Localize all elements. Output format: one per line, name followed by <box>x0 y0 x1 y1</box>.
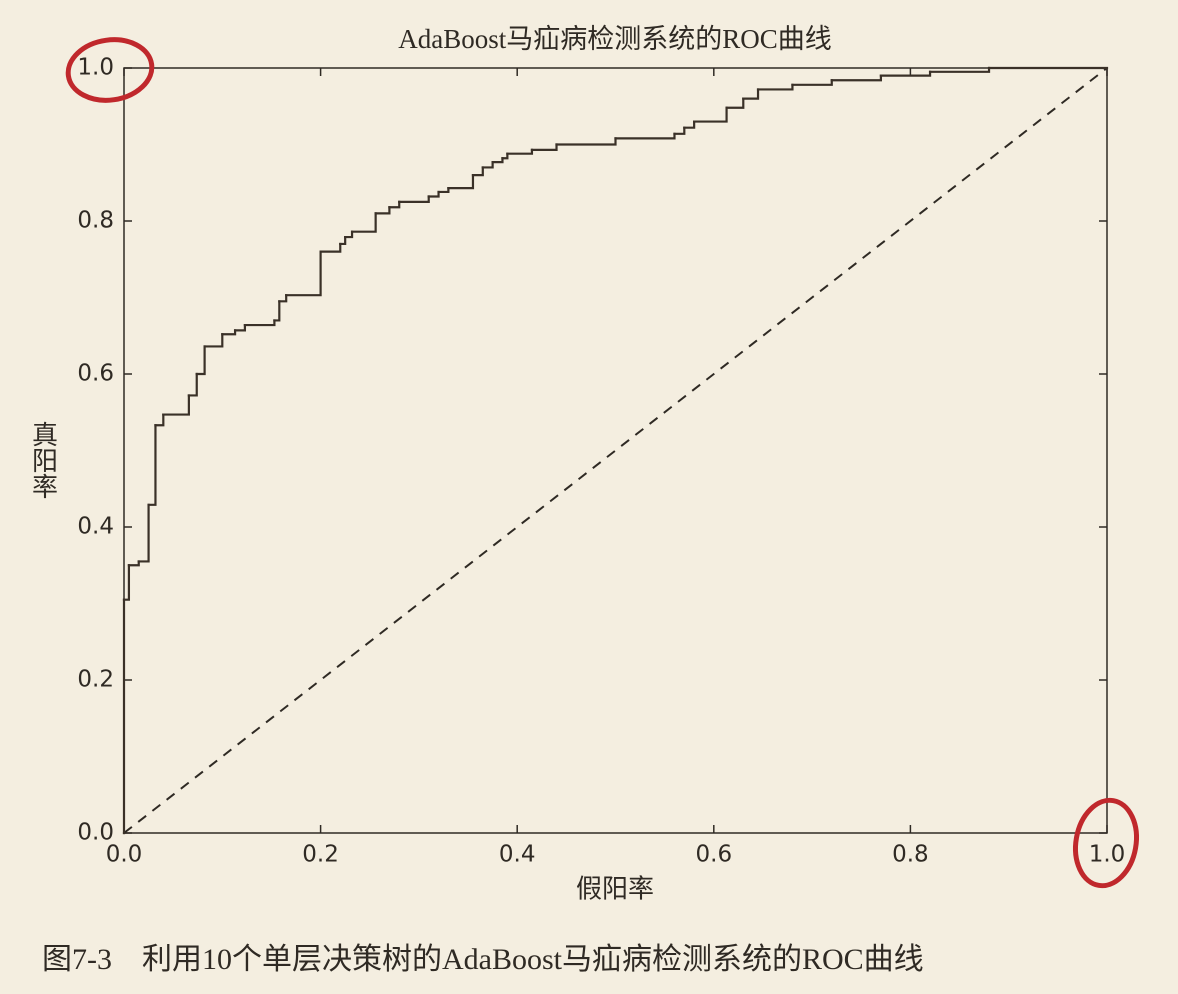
roc-step <box>830 74 883 82</box>
roc-step <box>614 132 676 140</box>
roc-step <box>344 230 354 239</box>
roc-step <box>162 394 190 416</box>
y-tick-label: 0.8 <box>77 208 114 234</box>
roc-step <box>339 235 347 246</box>
roc-step <box>187 372 198 397</box>
roc-step <box>928 66 991 73</box>
roc-step <box>122 564 131 601</box>
roc-step <box>501 152 509 160</box>
caption: 图7-3 利用10个单层决策树的AdaBoost马疝病检测系统的ROC曲线 <box>42 943 924 976</box>
roc-step <box>491 157 504 164</box>
roc-step <box>147 424 157 506</box>
roc-step <box>756 83 794 91</box>
reference-line <box>123 67 1108 834</box>
roc-step <box>203 333 224 348</box>
y-tick-label: 0.4 <box>77 514 114 540</box>
x-tick-label: 0.0 <box>106 842 143 868</box>
y-tick-label: 0.2 <box>77 667 114 693</box>
y-tick-label: 0.6 <box>77 361 114 387</box>
y-tick-label: 0.0 <box>77 820 114 846</box>
roc-step <box>154 413 165 427</box>
chart-title: AdaBoost马疝病检测系统的ROC曲线 <box>398 24 832 54</box>
plot-frame <box>123 67 1108 834</box>
x-tick-label: 1.0 <box>1089 842 1126 868</box>
roc-step <box>285 250 322 297</box>
roc-step <box>447 174 475 190</box>
x-tick-label: 0.2 <box>302 842 339 868</box>
roc-step <box>693 106 728 123</box>
y-axis-label: 真阳率 <box>28 421 58 499</box>
roc-step <box>195 345 206 376</box>
y-tick-label: 1.0 <box>77 55 114 81</box>
roc-step <box>273 300 281 322</box>
roc-step <box>530 143 558 151</box>
roc-step <box>673 126 686 135</box>
roc-step <box>481 160 494 169</box>
annotation-circle <box>65 37 155 103</box>
roc-step <box>319 242 342 253</box>
roc-step <box>725 97 745 109</box>
roc-step <box>555 137 617 146</box>
roc-step <box>879 70 932 77</box>
x-tick-label: 0.4 <box>499 842 536 868</box>
roc-step <box>437 187 450 194</box>
roc-step <box>221 329 237 336</box>
roc-step <box>350 212 377 233</box>
annotation-circle <box>1073 797 1139 889</box>
roc-step <box>742 88 760 100</box>
roc-step <box>388 200 401 209</box>
x-tick-label: 0.6 <box>696 842 733 868</box>
roc-step <box>506 148 534 155</box>
roc-step <box>471 166 484 177</box>
x-axis-label: 假阳率 <box>576 875 654 905</box>
roc-step <box>127 560 140 567</box>
roc-step <box>374 206 391 215</box>
roc-step <box>683 120 696 129</box>
roc-step <box>137 503 150 563</box>
roc-step <box>278 294 288 303</box>
roc-step <box>243 319 276 327</box>
roc-step <box>791 79 833 86</box>
roc-step <box>233 323 247 332</box>
x-tick-label: 0.8 <box>892 842 929 868</box>
roc-step <box>427 190 440 198</box>
roc-step <box>398 195 430 203</box>
